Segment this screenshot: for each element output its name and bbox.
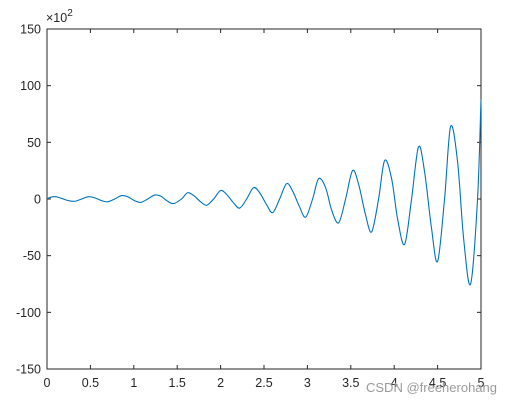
x-tick-label: 0.5 <box>82 376 99 390</box>
x-tick-label: 3 <box>304 376 311 390</box>
x-axis-tick-labels: 0 0.5 1 1.5 2 2.5 3 3.5 4 4.5 5 <box>44 376 485 390</box>
y-tick-label: 150 <box>20 23 41 37</box>
x-tick-label: 0 <box>44 376 51 390</box>
watermark-text: CSDN @freeherohang <box>366 380 497 395</box>
x-tick-label: 1.5 <box>169 376 186 390</box>
y-exponent-base: ×10 <box>46 11 67 25</box>
x-tick-label: 1 <box>130 376 137 390</box>
y-axis-tick-labels: 150 100 50 0 -50 -100 -150 <box>16 23 41 377</box>
x-tick-label: 4.5 <box>429 376 446 390</box>
x-tick-label: 2 <box>217 376 224 390</box>
y-tick-label: 50 <box>27 136 41 150</box>
x-tick-label: 3.5 <box>342 376 359 390</box>
y-tick-label: 0 <box>34 193 41 207</box>
x-tick-label: 2.5 <box>255 376 272 390</box>
x-tick-label: 5 <box>478 376 485 390</box>
y-axis-ticks <box>47 28 481 370</box>
series-line <box>46 99 482 286</box>
y-exponent-label: ×102 <box>46 8 73 25</box>
y-tick-label: -150 <box>16 363 41 377</box>
x-axis-ticks <box>46 29 482 369</box>
y-tick-label: -100 <box>16 306 41 320</box>
y-tick-label: 100 <box>20 79 41 93</box>
y-tick-label: -50 <box>23 249 41 263</box>
y-exponent-power: 2 <box>67 8 73 19</box>
x-tick-label: 4 <box>391 376 398 390</box>
plot-lines <box>46 99 482 286</box>
